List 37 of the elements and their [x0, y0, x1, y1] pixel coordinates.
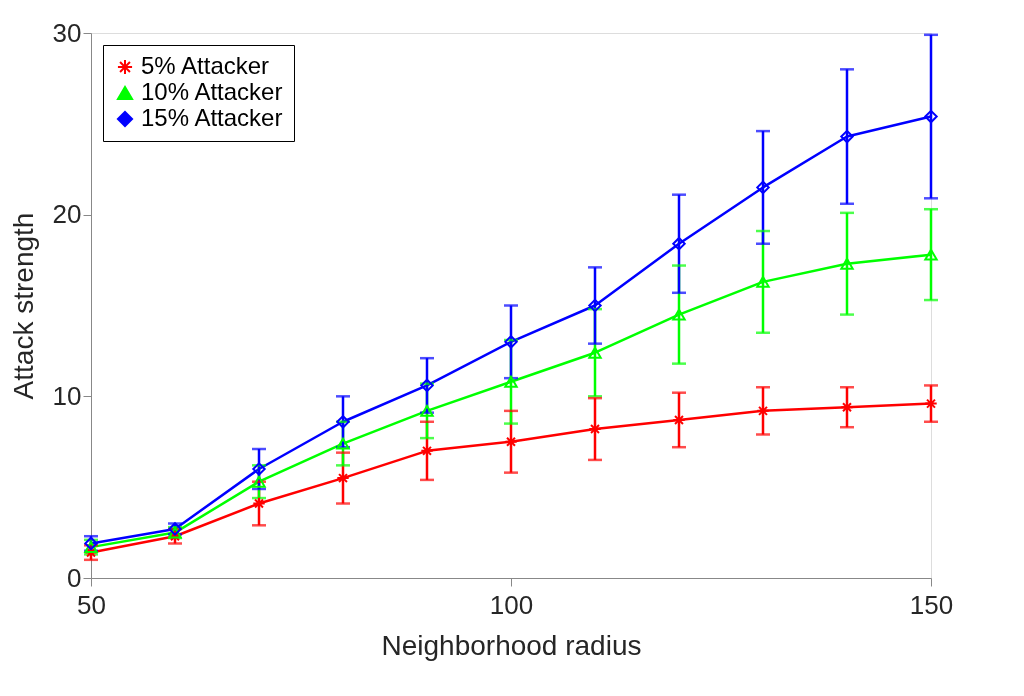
y-axis-title: Attack strength: [7, 212, 39, 400]
point: [756, 404, 770, 418]
point: [588, 346, 602, 359]
point: [672, 308, 686, 321]
point: [504, 375, 518, 388]
x-tick-label: 150: [909, 589, 954, 620]
y-tick-label: 20: [52, 199, 82, 230]
point: [504, 435, 518, 449]
point: [336, 415, 350, 429]
point: [252, 475, 266, 488]
x-axis-title: Neighborhood radius: [381, 629, 642, 661]
point: [168, 529, 182, 543]
point: [504, 335, 518, 349]
point: [252, 462, 266, 476]
legend-label: 5% Attacker: [141, 52, 270, 79]
point: [756, 180, 770, 195]
point: [420, 404, 434, 417]
legend-label: 15% Attacker: [141, 104, 283, 131]
point: [840, 400, 854, 414]
y-tick-label: 30: [52, 17, 82, 48]
point: [336, 471, 350, 485]
point: [924, 109, 938, 124]
point: [588, 422, 602, 436]
point: [756, 275, 770, 288]
point: [252, 496, 266, 511]
x-tick-label: 100: [489, 589, 534, 620]
point: [840, 129, 854, 144]
point: [588, 298, 602, 313]
point: [672, 413, 686, 427]
point: [420, 378, 434, 393]
point: [420, 444, 434, 458]
point: [672, 237, 686, 251]
point: [336, 437, 350, 450]
point: [924, 248, 938, 261]
y-tick-label: 10: [52, 380, 82, 411]
legend-label: 10% Attacker: [141, 78, 283, 105]
point: [840, 257, 854, 270]
